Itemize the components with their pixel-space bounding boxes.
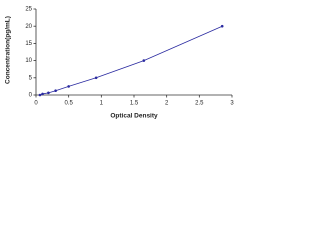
point xyxy=(142,59,146,62)
point xyxy=(67,85,70,88)
y-tick-label: 20 xyxy=(25,24,32,30)
y-tick-label: 10 xyxy=(25,58,32,64)
fit-line xyxy=(39,25,223,96)
y-axis-title: Concentration(pg/mL) xyxy=(5,16,12,84)
y-tick-label: 25 xyxy=(25,7,32,13)
x-tick-label: 1.5 xyxy=(130,101,139,107)
y-tick-label: 5 xyxy=(29,75,33,81)
x-tick-label: 2.5 xyxy=(195,101,204,107)
point xyxy=(220,24,224,28)
x-tick-label: 3 xyxy=(230,101,234,107)
x-tick-label: 0 xyxy=(34,101,38,107)
x-axis-title: Optical Density xyxy=(110,113,158,120)
point xyxy=(94,76,98,80)
y-tick-label: 15 xyxy=(25,41,32,47)
y-tick-label: 0 xyxy=(29,93,33,99)
point xyxy=(41,92,44,96)
x-tick-label: 0.5 xyxy=(64,101,73,107)
point xyxy=(47,91,50,95)
x-tick-label: 1 xyxy=(100,101,104,107)
chart: Optical Density Concentration(pg/mL) 0 5 1… xyxy=(5,7,235,120)
x-tick-label: 2 xyxy=(165,101,169,107)
point xyxy=(38,93,42,97)
point xyxy=(54,89,57,92)
